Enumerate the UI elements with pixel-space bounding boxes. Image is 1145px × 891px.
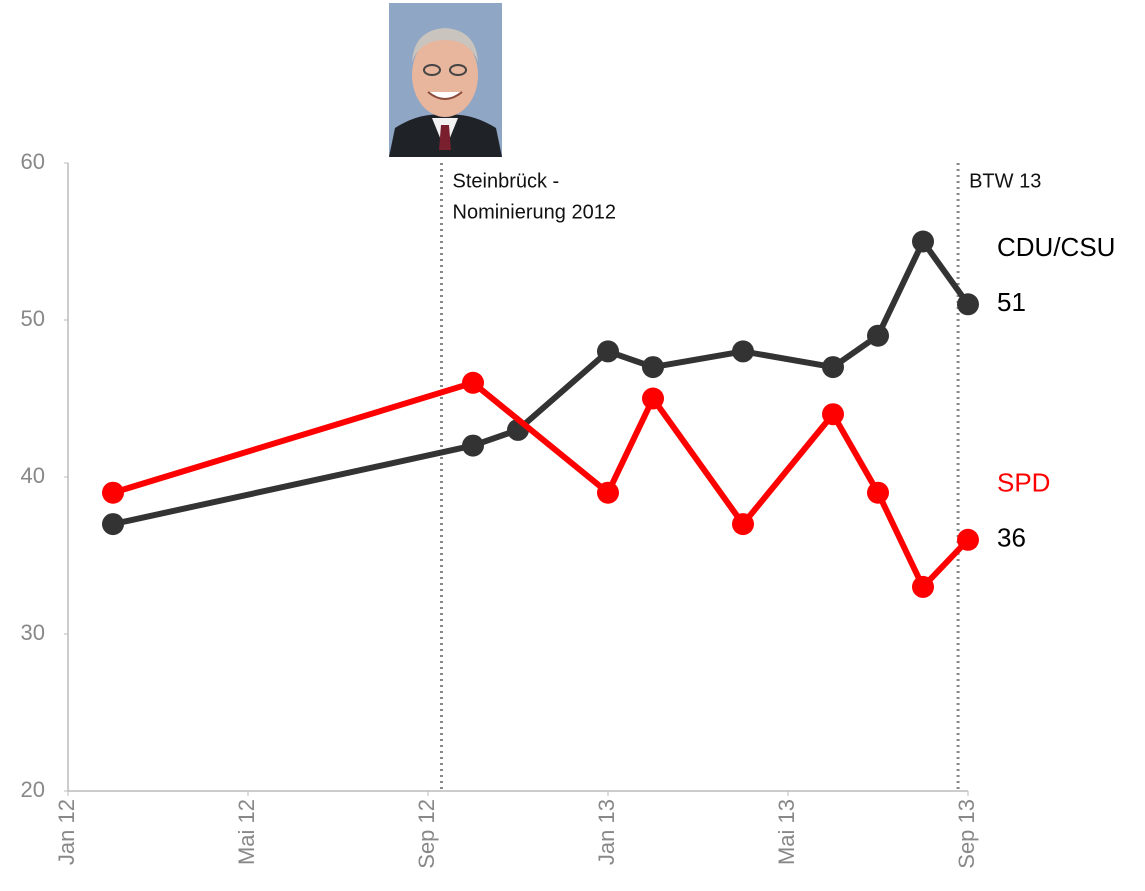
point bbox=[867, 482, 889, 504]
value-label: 36 bbox=[997, 523, 1026, 553]
point bbox=[957, 529, 979, 551]
point bbox=[597, 340, 619, 362]
point bbox=[867, 325, 889, 347]
x-tick-label: Jan 12 bbox=[54, 799, 79, 865]
annotation-text: BTW 13 bbox=[969, 170, 1041, 192]
point bbox=[732, 513, 754, 535]
value-label: 51 bbox=[997, 287, 1026, 317]
chart: 20 30 40 50 60 Jan 12 Mai 12 Sep 12 Jan 13 Mai 13… bbox=[0, 0, 1145, 891]
point bbox=[912, 576, 934, 598]
point bbox=[822, 356, 844, 378]
y-tick-label: 20 bbox=[21, 777, 45, 802]
point bbox=[462, 372, 484, 394]
x-tick-label: Jan 13 bbox=[594, 799, 619, 865]
point bbox=[642, 356, 664, 378]
y-tick-label: 60 bbox=[21, 149, 45, 174]
point bbox=[732, 340, 754, 362]
point bbox=[957, 293, 979, 315]
x-tick-label: Mai 13 bbox=[774, 799, 799, 865]
point bbox=[642, 388, 664, 410]
x-tick-label: Sep 13 bbox=[954, 799, 979, 869]
y-tick-label: 30 bbox=[21, 620, 45, 645]
series-label: CDU/CSU bbox=[997, 232, 1115, 262]
series bbox=[102, 372, 979, 598]
portrait bbox=[389, 3, 502, 157]
y-tick-label: 50 bbox=[21, 306, 45, 331]
y-tick-label: 40 bbox=[21, 463, 45, 488]
series bbox=[102, 231, 979, 536]
annotation-text: Steinbrück - bbox=[453, 170, 560, 192]
point bbox=[462, 435, 484, 457]
point bbox=[822, 403, 844, 425]
line bbox=[113, 242, 968, 525]
point bbox=[597, 482, 619, 504]
x-tick-label: Mai 12 bbox=[234, 799, 259, 865]
series-label: SPD bbox=[997, 468, 1050, 498]
annotation-text: Nominierung 2012 bbox=[453, 201, 616, 223]
point bbox=[102, 513, 124, 535]
x-tick-label: Sep 12 bbox=[414, 799, 439, 869]
point bbox=[102, 482, 124, 504]
point bbox=[912, 231, 934, 253]
